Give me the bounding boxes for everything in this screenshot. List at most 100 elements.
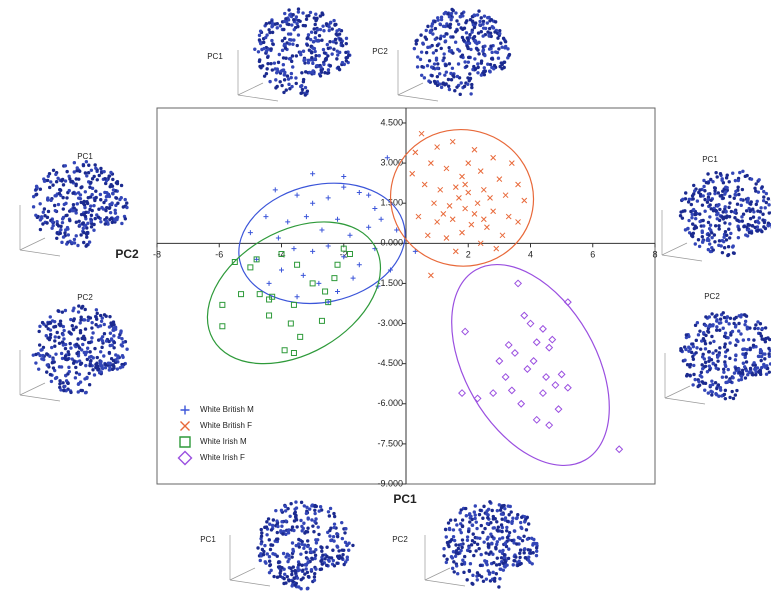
head-point bbox=[432, 51, 435, 54]
data-point bbox=[472, 211, 477, 216]
legend-marker bbox=[180, 437, 190, 447]
head-point bbox=[497, 47, 500, 50]
head-point bbox=[460, 563, 463, 566]
head-point bbox=[258, 34, 261, 37]
data-point bbox=[469, 222, 474, 227]
head-point bbox=[84, 364, 87, 367]
head-point bbox=[90, 214, 93, 217]
head-point bbox=[88, 186, 91, 189]
data-point bbox=[546, 344, 553, 351]
head-point bbox=[318, 54, 321, 57]
head-point bbox=[454, 555, 457, 558]
head-point bbox=[704, 315, 707, 318]
head-point bbox=[723, 393, 726, 396]
head-point bbox=[53, 320, 56, 323]
head-point bbox=[484, 551, 487, 554]
head-point bbox=[108, 351, 111, 354]
head-point bbox=[434, 27, 437, 30]
data-point bbox=[326, 195, 331, 200]
head-point bbox=[701, 203, 704, 206]
head-point bbox=[743, 313, 746, 316]
head-point bbox=[498, 537, 501, 540]
head-point bbox=[719, 386, 722, 389]
head-point bbox=[717, 224, 720, 227]
head-point bbox=[332, 512, 335, 515]
head-point bbox=[94, 323, 97, 326]
head-point bbox=[703, 389, 706, 392]
head-point bbox=[315, 64, 318, 67]
head-point bbox=[304, 86, 307, 89]
head-point bbox=[264, 560, 267, 563]
head-point bbox=[739, 332, 742, 335]
head-point bbox=[701, 219, 704, 222]
head-point bbox=[728, 222, 731, 225]
data-point bbox=[291, 350, 296, 355]
head-point bbox=[750, 177, 753, 180]
head-point bbox=[443, 35, 446, 38]
head-point bbox=[81, 389, 84, 392]
head-render bbox=[425, 500, 539, 589]
head-point bbox=[490, 18, 493, 21]
head-point bbox=[469, 18, 472, 21]
legend-marker bbox=[181, 406, 190, 415]
head-point bbox=[322, 29, 325, 32]
data-point bbox=[435, 219, 440, 224]
head-point bbox=[261, 64, 264, 67]
head-point bbox=[62, 235, 65, 238]
head-point bbox=[442, 25, 445, 28]
data-point bbox=[472, 147, 477, 152]
head-point bbox=[686, 227, 689, 230]
head-point bbox=[760, 337, 763, 340]
head-point bbox=[691, 355, 694, 358]
head-point bbox=[117, 336, 120, 339]
head-point bbox=[440, 18, 443, 21]
head-point bbox=[73, 317, 76, 320]
head-point bbox=[430, 65, 433, 68]
head-point bbox=[740, 313, 743, 316]
x-tick-label: 4 bbox=[528, 250, 533, 260]
head-point bbox=[491, 509, 494, 512]
head-point bbox=[723, 345, 726, 348]
data-point bbox=[282, 348, 287, 353]
head-point bbox=[297, 538, 300, 541]
head-point bbox=[486, 21, 489, 24]
head-point bbox=[710, 236, 713, 239]
head-point bbox=[87, 164, 90, 167]
head-point bbox=[478, 513, 481, 516]
head-point bbox=[490, 51, 493, 54]
head-point bbox=[115, 181, 118, 184]
head-point bbox=[486, 16, 489, 19]
head-point bbox=[337, 549, 340, 552]
head-point bbox=[95, 308, 98, 311]
head-point bbox=[731, 245, 734, 248]
head-point bbox=[283, 73, 286, 76]
head-point bbox=[468, 513, 471, 516]
head-axes bbox=[425, 535, 465, 586]
head-point bbox=[314, 54, 317, 57]
head-point bbox=[63, 385, 66, 388]
head-point bbox=[296, 44, 299, 47]
head-point bbox=[94, 190, 97, 193]
head-point bbox=[413, 47, 416, 50]
head-point bbox=[333, 23, 336, 26]
head-point bbox=[340, 556, 343, 559]
head-point bbox=[39, 228, 42, 231]
head-point bbox=[77, 196, 80, 199]
head-point bbox=[102, 201, 105, 204]
head-point bbox=[690, 203, 693, 206]
head-point bbox=[274, 509, 277, 512]
head-point bbox=[290, 72, 293, 75]
head-point bbox=[710, 335, 713, 338]
head-point bbox=[476, 48, 479, 51]
head-point bbox=[448, 527, 451, 530]
head-point bbox=[319, 505, 322, 508]
head-point bbox=[692, 373, 695, 376]
head-label: PC2 bbox=[392, 535, 408, 544]
head-point bbox=[766, 336, 769, 339]
head-point bbox=[81, 305, 84, 308]
head-point bbox=[81, 343, 84, 346]
head-point bbox=[694, 242, 697, 245]
head-point bbox=[99, 198, 102, 201]
head-point bbox=[345, 59, 348, 62]
head-point bbox=[490, 57, 493, 60]
